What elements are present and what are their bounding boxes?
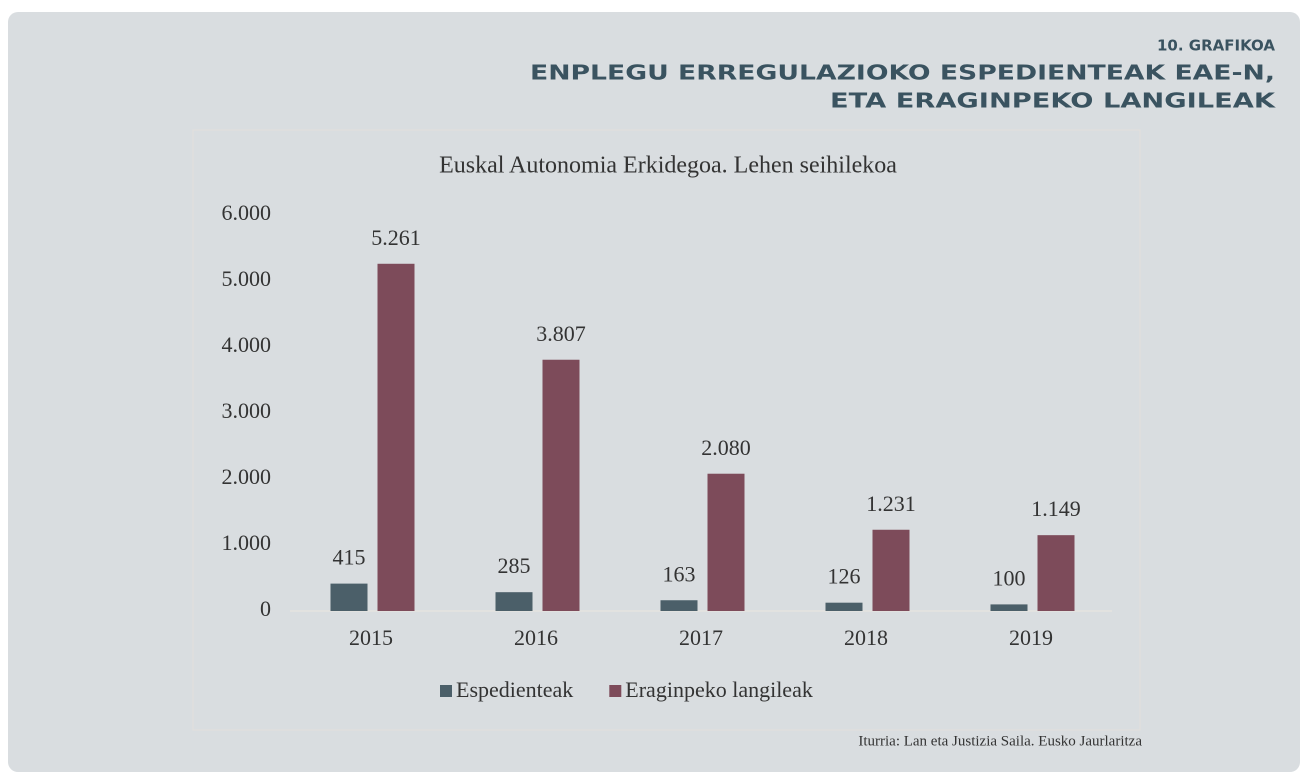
bar — [495, 592, 533, 611]
y-tick-label: 2.000 — [222, 464, 272, 489]
chart-title: Euskal Autonomia Erkidegoa. Lehen seihil… — [439, 153, 897, 179]
y-tick-label: 0 — [260, 596, 271, 621]
source: Iturria: Lan eta Justizia Saila. Eusko J… — [858, 733, 1142, 749]
data-label: 3.807 — [536, 321, 586, 346]
bar — [707, 473, 745, 611]
legend-swatch — [440, 685, 452, 697]
data-label: 5.261 — [371, 225, 421, 250]
data-label: 1.149 — [1031, 496, 1081, 521]
data-label: 126 — [828, 564, 861, 589]
data-label: 100 — [993, 565, 1026, 590]
x-tick-label: 2017 — [679, 625, 723, 650]
header-title: ETA ERAGINPEKO LANGILEAK — [830, 89, 1277, 113]
y-tick-label: 5.000 — [222, 266, 272, 291]
legend-label: Eraginpeko langileak — [625, 677, 813, 702]
legend-label: Espedienteak — [456, 677, 573, 702]
header-label: 10. GRAFIKOA — [1157, 37, 1275, 55]
y-tick-label: 3.000 — [222, 398, 272, 423]
data-label: 1.231 — [866, 491, 916, 516]
x-tick-label: 2015 — [349, 625, 393, 650]
bar — [990, 604, 1028, 611]
data-label: 415 — [333, 545, 366, 570]
bar — [872, 529, 910, 611]
x-tick-label: 2018 — [844, 625, 888, 650]
bar — [660, 600, 698, 611]
header-title: ENPLEGU ERREGULAZIOKO ESPEDIENTEAK EAE-N… — [530, 61, 1275, 85]
data-label: 163 — [663, 561, 696, 586]
bar — [825, 602, 863, 611]
x-tick-label: 2019 — [1009, 625, 1053, 650]
data-label: 2.080 — [701, 435, 751, 460]
bar — [330, 583, 368, 611]
y-tick-label: 1.000 — [222, 530, 272, 555]
bar — [542, 359, 580, 611]
legend-swatch — [609, 685, 622, 697]
x-tick-label: 2016 — [514, 625, 558, 650]
y-tick-label: 4.000 — [222, 332, 272, 357]
bar — [1037, 535, 1075, 611]
data-label: 285 — [498, 553, 531, 578]
bar — [377, 263, 415, 611]
chart-area — [192, 129, 1141, 731]
y-tick-label: 6.000 — [222, 200, 272, 225]
